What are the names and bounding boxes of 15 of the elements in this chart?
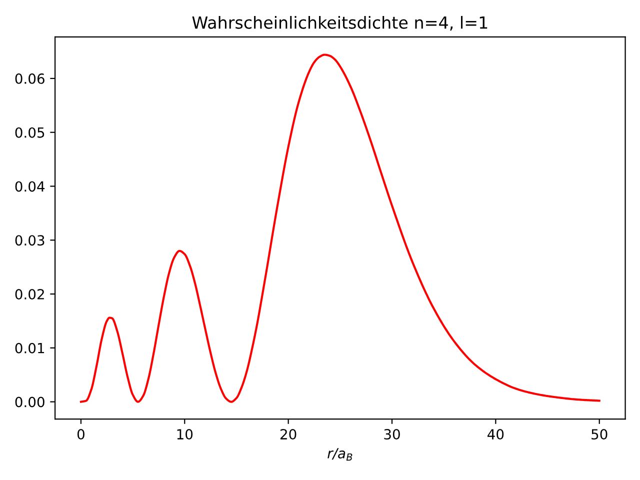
y-tick-label: 0.04 — [15, 181, 45, 192]
y-tick-label: 0.06 — [15, 73, 44, 84]
y-tick-label: 0.00 — [15, 396, 44, 408]
y-tick-label: 0.05 — [15, 127, 44, 138]
y-tick-label: 0.02 — [15, 288, 44, 300]
chart-title: Wahrscheinlichkeitsdichte n=4, l=1 — [192, 16, 488, 31]
x-tick-label: 10 — [177, 429, 193, 440]
x-tick-label: 0 — [77, 429, 84, 440]
y-tick-label: 0.03 — [15, 235, 44, 246]
y-tick-label: 0.01 — [15, 342, 44, 354]
x-axis-title: r/a$_{B}$ — [328, 448, 352, 461]
x-tick-label: 40 — [488, 429, 504, 440]
x-tick-label: 30 — [384, 429, 400, 440]
x-tick-label: 20 — [280, 429, 296, 440]
x-tick-label: 50 — [592, 429, 608, 440]
